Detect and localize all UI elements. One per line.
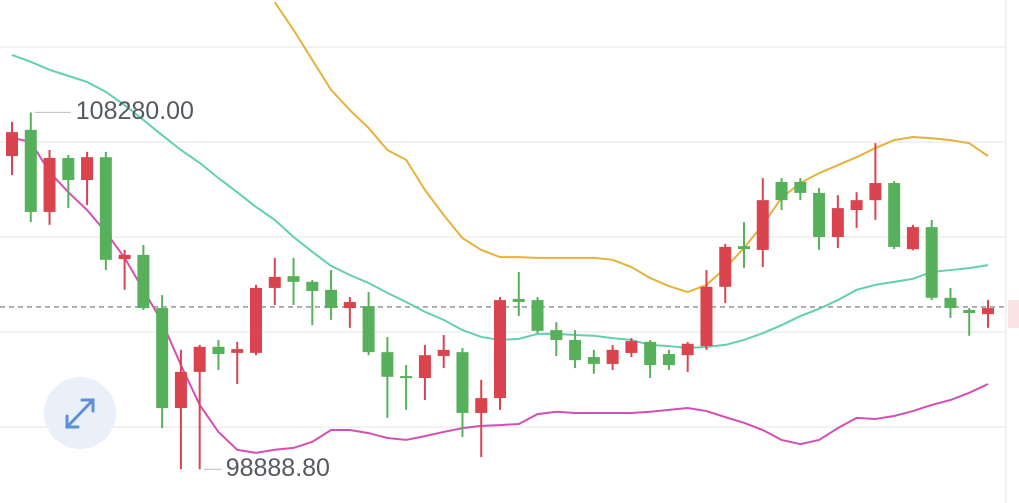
candle-body	[362, 306, 375, 353]
candle-body	[944, 297, 957, 309]
candle-body	[231, 349, 244, 353]
candle-body	[137, 254, 150, 309]
max-label: 108280.00	[76, 97, 194, 125]
candle-body	[99, 157, 112, 260]
candle-body	[381, 352, 394, 377]
candle-body	[174, 371, 187, 409]
candle-body	[343, 301, 356, 309]
candle-body	[43, 157, 56, 212]
candle-body	[644, 341, 657, 366]
candle-body	[963, 309, 976, 314]
candle-body	[212, 346, 225, 355]
candle-body	[756, 200, 769, 250]
candle-body	[418, 355, 431, 378]
candle-body	[569, 339, 582, 361]
overlay-line	[273, 1, 989, 294]
candle-body	[738, 246, 750, 250]
candle-body	[306, 281, 319, 291]
candle-body	[719, 246, 732, 287]
candle-body	[287, 276, 300, 282]
expand-button[interactable]	[44, 377, 116, 449]
candle-body	[531, 300, 544, 331]
candle-body	[775, 181, 788, 201]
candle-body	[250, 287, 262, 353]
candle-body	[606, 349, 619, 364]
candle-body	[888, 183, 901, 247]
candle-body	[681, 343, 694, 356]
candle-body	[587, 357, 600, 364]
candle-body	[193, 346, 206, 372]
candle-body	[906, 227, 919, 250]
overlay-line	[11, 136, 989, 454]
candle-body	[156, 308, 169, 409]
candle-body	[400, 376, 413, 379]
candle-body	[794, 181, 807, 193]
candle-body	[456, 352, 469, 413]
candle-body	[62, 157, 75, 181]
candle-body	[982, 308, 994, 315]
candle-body	[494, 300, 506, 399]
candle-body	[118, 254, 131, 260]
price-tag	[1008, 300, 1019, 328]
extreme-labels: 108280.00 98888.80	[34, 97, 330, 482]
candle-body	[813, 192, 826, 238]
candle-body	[550, 330, 563, 340]
candles	[6, 112, 994, 470]
candle-body	[850, 200, 863, 211]
min-label: 98888.80	[226, 454, 330, 482]
candle-body	[662, 354, 675, 366]
candle-body	[625, 341, 638, 353]
candle-body	[925, 227, 938, 298]
candle-body	[831, 208, 844, 238]
candle-body	[869, 183, 882, 201]
candle-body	[475, 398, 488, 413]
candle-body	[700, 286, 713, 347]
candle-body	[24, 129, 37, 212]
candle-body	[325, 289, 338, 309]
candle-body	[6, 132, 18, 157]
candle-body	[437, 349, 450, 356]
candle-body	[268, 276, 281, 288]
candle-body	[512, 298, 525, 302]
candle-body	[81, 157, 94, 181]
